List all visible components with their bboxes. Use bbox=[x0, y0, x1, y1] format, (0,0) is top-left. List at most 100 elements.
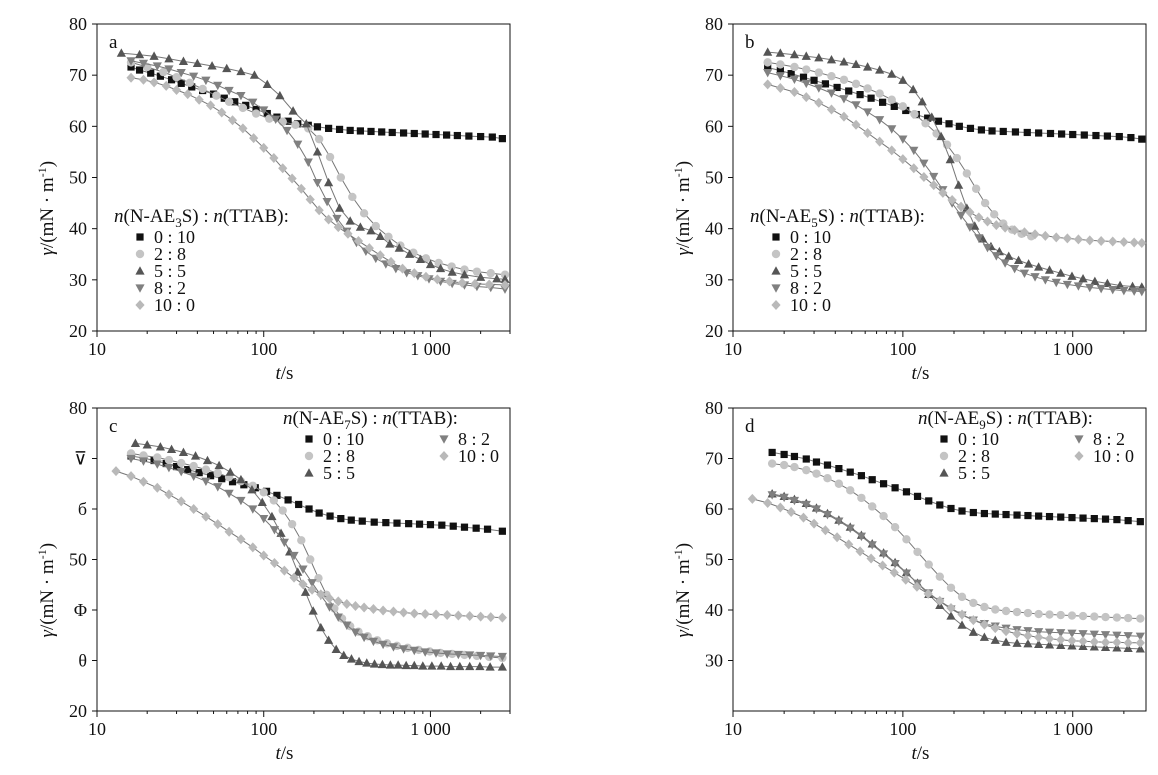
data-point bbox=[1024, 511, 1032, 520]
data-point bbox=[982, 243, 993, 253]
series-10-0 bbox=[763, 79, 1147, 248]
data-point bbox=[945, 120, 953, 128]
data-point bbox=[331, 644, 341, 653]
y-tick-label: 20 bbox=[69, 321, 87, 341]
data-point bbox=[923, 588, 933, 599]
x-tick-label: 1 000 bbox=[410, 719, 451, 739]
y-tick-label: 80 bbox=[69, 398, 87, 418]
data-point bbox=[337, 514, 345, 523]
data-point bbox=[278, 163, 288, 174]
data-point bbox=[415, 254, 425, 263]
data-point bbox=[1000, 259, 1010, 268]
x-tick-label: 10 bbox=[88, 339, 106, 359]
data-point bbox=[1135, 637, 1145, 648]
legend-entry-2-8: 2 : 8 bbox=[304, 446, 355, 466]
data-point bbox=[240, 481, 248, 489]
data-point bbox=[409, 268, 419, 279]
data-point bbox=[902, 488, 911, 496]
y-tick-label: 50 bbox=[705, 550, 723, 570]
data-point bbox=[1138, 135, 1146, 143]
legend-entry-2-8: 2 : 8 bbox=[771, 244, 822, 264]
data-point bbox=[867, 94, 875, 102]
legend: n(N-AE5S) : n(TTAB):0 : 102 : 85 : 58 : … bbox=[750, 206, 925, 315]
data-point bbox=[227, 115, 238, 126]
series-line bbox=[130, 452, 503, 659]
data-point bbox=[979, 632, 989, 641]
data-point bbox=[966, 124, 975, 132]
data-point bbox=[913, 492, 922, 500]
data-point bbox=[863, 84, 872, 93]
data-point bbox=[259, 142, 269, 153]
legend-entry-8-2: 8 : 2 bbox=[1074, 429, 1125, 449]
legend-label: 0 : 10 bbox=[154, 227, 195, 247]
data-point bbox=[164, 463, 174, 473]
data-point bbox=[889, 567, 899, 578]
data-point bbox=[1137, 237, 1147, 248]
data-point bbox=[929, 180, 939, 191]
data-point bbox=[213, 81, 223, 91]
data-point bbox=[427, 661, 437, 670]
data-point bbox=[1115, 132, 1123, 141]
data-point bbox=[1023, 630, 1033, 641]
data-point bbox=[887, 95, 896, 104]
data-point bbox=[1019, 269, 1030, 278]
data-point bbox=[312, 179, 323, 188]
data-point bbox=[1004, 251, 1014, 260]
legend-title: n(N-AE7S) : n(TTAB): bbox=[283, 408, 458, 432]
data-point bbox=[476, 272, 486, 281]
data-point bbox=[485, 662, 495, 671]
y-tick-label: 50 bbox=[69, 168, 87, 188]
data-point bbox=[1023, 639, 1033, 648]
x-tick-label: 1 000 bbox=[1052, 719, 1093, 739]
data-point bbox=[212, 91, 221, 100]
y-tick-label: 80 bbox=[705, 14, 723, 34]
data-point bbox=[345, 216, 355, 225]
data-point bbox=[185, 78, 194, 88]
data-point bbox=[213, 519, 223, 530]
data-point bbox=[335, 125, 344, 134]
x-tick-label: 10 bbox=[724, 339, 742, 359]
data-point bbox=[378, 128, 386, 136]
data-point bbox=[397, 263, 408, 274]
data-point bbox=[236, 534, 246, 545]
data-point bbox=[465, 651, 475, 660]
data-point bbox=[393, 660, 403, 669]
data-point bbox=[945, 154, 955, 164]
data-point bbox=[342, 598, 352, 609]
data-point bbox=[946, 611, 956, 620]
data-point bbox=[1103, 132, 1111, 140]
data-point bbox=[764, 63, 772, 72]
data-point bbox=[971, 184, 981, 193]
data-point bbox=[183, 89, 193, 100]
data-point bbox=[875, 89, 884, 98]
data-point bbox=[801, 500, 811, 510]
legend-label: 5 : 5 bbox=[790, 261, 822, 281]
data-point bbox=[1013, 511, 1021, 519]
data-point bbox=[382, 519, 390, 527]
data-point bbox=[465, 132, 473, 140]
data-point bbox=[968, 627, 978, 636]
data-point bbox=[497, 662, 507, 671]
data-point bbox=[1034, 639, 1044, 648]
data-point bbox=[802, 65, 811, 74]
data-point bbox=[222, 63, 232, 73]
data-point bbox=[962, 169, 972, 178]
data-point bbox=[1001, 637, 1011, 646]
data-point bbox=[856, 532, 866, 542]
data-point bbox=[980, 509, 988, 518]
data-point bbox=[879, 98, 887, 106]
data-point bbox=[901, 569, 912, 578]
data-point bbox=[176, 69, 186, 78]
data-point bbox=[142, 440, 152, 449]
data-point bbox=[801, 92, 811, 103]
data-point bbox=[161, 80, 171, 91]
data-point bbox=[1100, 631, 1111, 640]
data-point bbox=[787, 70, 795, 78]
data-point bbox=[779, 460, 789, 470]
data-point bbox=[1135, 644, 1145, 653]
data-point bbox=[249, 133, 259, 144]
data-point bbox=[936, 131, 946, 141]
data-point bbox=[399, 129, 408, 137]
data-point bbox=[1067, 635, 1077, 646]
x-axis-label: t/s bbox=[276, 743, 294, 764]
